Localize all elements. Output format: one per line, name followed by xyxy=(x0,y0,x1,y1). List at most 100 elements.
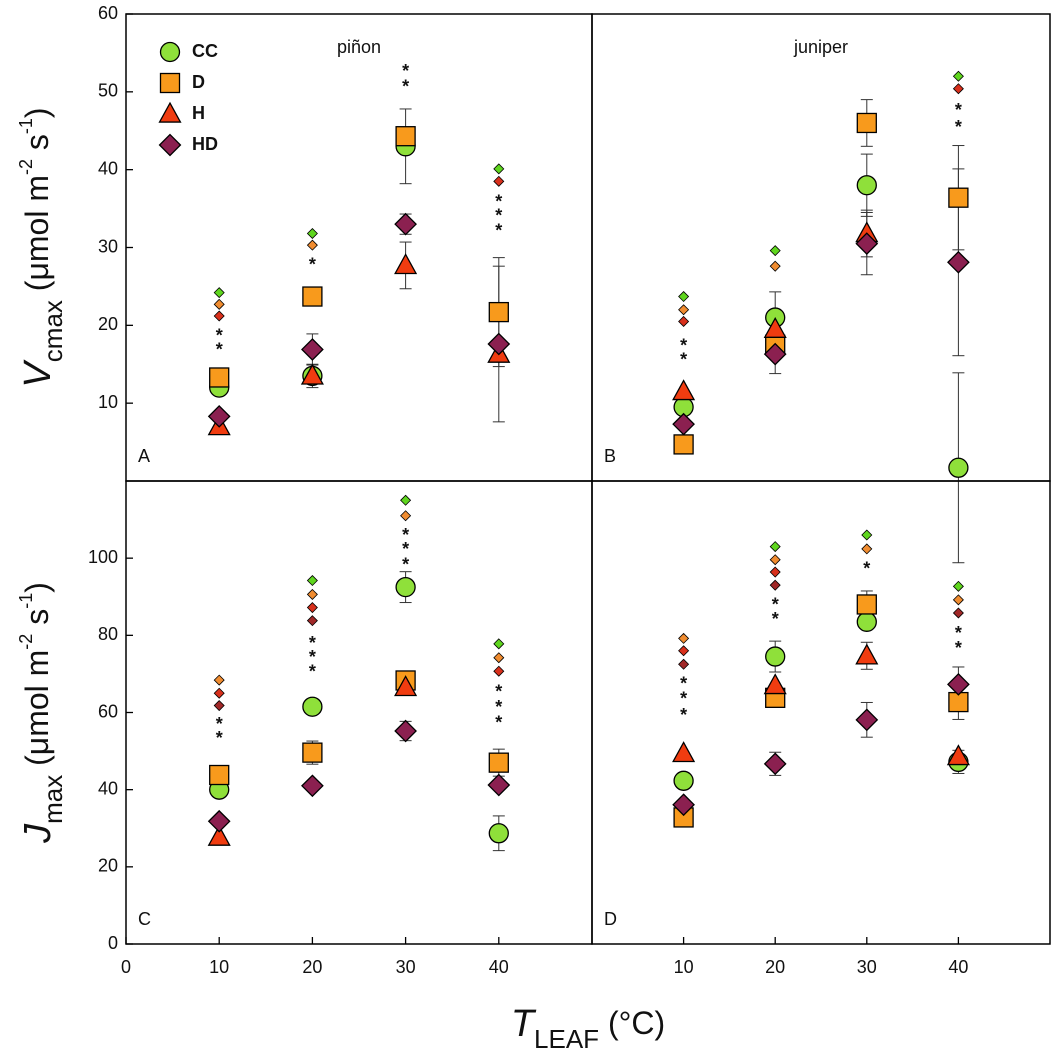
marker-diamond xyxy=(672,793,695,817)
label-part: max xyxy=(38,775,68,824)
significance-asterisk: * xyxy=(495,192,502,212)
x-tick-label: 10 xyxy=(209,957,229,977)
marker-square xyxy=(302,742,323,763)
x-tick-label: 40 xyxy=(948,957,968,977)
marker-diamond xyxy=(493,665,505,677)
marker-diamond xyxy=(861,543,873,555)
marker-triangle xyxy=(394,253,418,275)
marker-diamond xyxy=(306,615,318,627)
marker-triangle xyxy=(672,741,696,763)
legend-label: CC xyxy=(192,41,218,61)
label-part: (°C) xyxy=(599,1005,665,1041)
marker-diamond xyxy=(487,332,511,356)
marker-triangle xyxy=(300,363,324,385)
legend-label: HD xyxy=(192,134,218,154)
panel-title: piñon xyxy=(337,37,381,57)
marker-square xyxy=(856,594,877,615)
significance-asterisk: * xyxy=(309,255,316,275)
label-part: cmax xyxy=(38,300,68,362)
marker-diamond xyxy=(493,163,505,175)
marker-triangle xyxy=(763,673,787,695)
significance-asterisk: * xyxy=(495,206,502,226)
significance-asterisk: * xyxy=(402,76,409,96)
marker-diamond xyxy=(306,602,318,614)
panel-label: D xyxy=(604,909,617,929)
panel-title: juniper xyxy=(793,37,848,57)
marker-diamond xyxy=(306,239,318,251)
marker-diamond xyxy=(678,632,690,644)
marker-diamond xyxy=(678,645,690,657)
y-tick-label: 20 xyxy=(98,856,118,876)
label-part: -2 xyxy=(16,159,36,175)
significance-asterisk: * xyxy=(495,712,502,732)
y-tick-label: 40 xyxy=(98,778,118,798)
marker-square xyxy=(395,126,416,147)
label-part: LEAF xyxy=(534,1024,599,1054)
marker-diamond xyxy=(763,752,787,776)
marker-diamond xyxy=(487,773,511,797)
significance-asterisk: * xyxy=(680,689,687,709)
marker-square xyxy=(488,301,509,323)
y-tick-label: 60 xyxy=(98,3,118,23)
significance-asterisk: * xyxy=(495,697,502,717)
marker-diamond xyxy=(678,291,690,303)
marker-circle xyxy=(395,576,416,598)
marker-diamond xyxy=(769,260,781,272)
marker-diamond xyxy=(306,227,318,240)
marker-diamond xyxy=(678,304,690,316)
y-tick-label: 20 xyxy=(98,314,118,334)
marker-square xyxy=(856,112,877,134)
y-tick-label: 60 xyxy=(98,701,118,721)
significance-asterisk: * xyxy=(216,728,223,748)
y-tick-label: 10 xyxy=(98,392,118,412)
legend-label: H xyxy=(192,103,205,123)
y-tick-label: 40 xyxy=(98,158,118,178)
marker-diamond xyxy=(952,607,964,619)
marker-circle xyxy=(856,611,877,632)
marker-square xyxy=(302,286,323,307)
axis-label: Jmax (μmol m-2 s-1) xyxy=(16,582,68,844)
significance-asterisk: * xyxy=(955,100,962,120)
y-tick-label: 30 xyxy=(98,236,118,256)
marker-diamond xyxy=(394,212,417,236)
marker-diamond xyxy=(769,566,781,578)
marker-triangle xyxy=(207,824,231,846)
marker-triangle xyxy=(394,675,418,697)
label-part: s xyxy=(19,609,55,634)
marker-square xyxy=(488,752,509,773)
significance-asterisk: * xyxy=(309,662,316,682)
marker-diamond xyxy=(301,338,324,361)
significance-asterisk: * xyxy=(772,609,779,629)
marker-diamond xyxy=(213,687,225,699)
marker-diamond xyxy=(493,638,505,650)
significance-asterisk: * xyxy=(863,559,870,579)
label-part: T xyxy=(511,1003,537,1045)
significance-asterisk: * xyxy=(309,633,316,653)
label-part: (μmol m xyxy=(19,650,55,775)
significance-asterisk: * xyxy=(772,595,779,615)
label-part: -1 xyxy=(16,118,36,134)
significance-asterisk: * xyxy=(495,681,502,701)
significance-asterisk: * xyxy=(216,326,223,346)
marker-square xyxy=(673,434,694,455)
marker-square xyxy=(159,72,181,94)
significance-asterisk: * xyxy=(680,336,687,356)
x-tick-label: 20 xyxy=(765,957,785,977)
significance-asterisk: * xyxy=(955,623,962,643)
marker-diamond xyxy=(678,315,690,327)
marker-diamond xyxy=(306,575,318,587)
marker-diamond xyxy=(769,245,781,257)
significance-asterisk: * xyxy=(955,117,962,137)
marker-circle xyxy=(673,770,694,791)
marker-diamond xyxy=(769,541,781,553)
axis-label: TLEAF (°C) xyxy=(511,1003,665,1054)
marker-diamond xyxy=(207,809,231,833)
label-part: -2 xyxy=(16,634,36,650)
marker-diamond xyxy=(769,554,781,566)
marker-diamond xyxy=(493,652,505,664)
significance-asterisk: * xyxy=(309,647,316,667)
marker-diamond xyxy=(855,232,879,255)
marker-triangle xyxy=(763,316,787,338)
marker-circle xyxy=(765,646,786,667)
marker-diamond xyxy=(763,342,787,366)
